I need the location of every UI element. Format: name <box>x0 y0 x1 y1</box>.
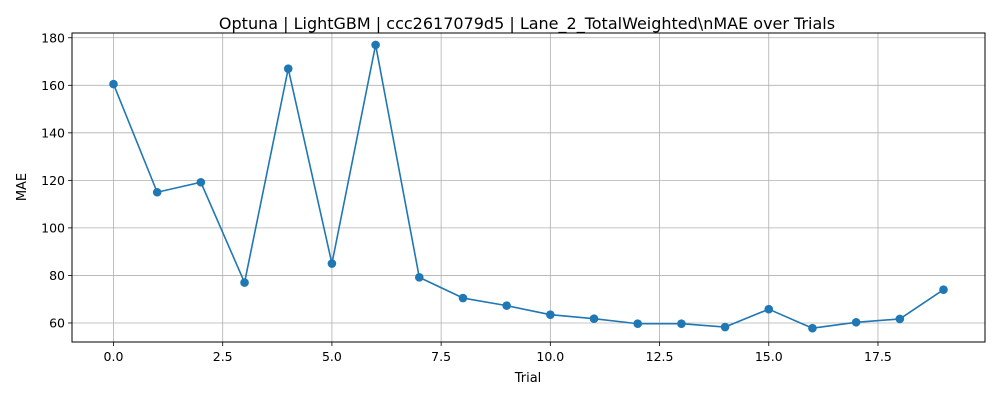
data-point <box>764 304 774 314</box>
data-point <box>939 285 948 295</box>
x-axis-ticks: 0.0 2.5 5.0 7.5 10.0 12.5 15.0 17.5 <box>104 342 892 364</box>
x-tick-label: 7.5 <box>431 349 451 364</box>
data-point <box>283 64 293 73</box>
x-tick-label: 5.0 <box>322 349 342 364</box>
grid-lines <box>72 33 985 342</box>
y-tick-label: 160 <box>41 78 65 93</box>
data-point <box>677 319 686 328</box>
data-point <box>851 317 861 327</box>
data-point <box>895 314 905 324</box>
data-point <box>808 323 817 333</box>
x-tick-label: 15.0 <box>755 349 783 364</box>
data-point <box>546 310 555 319</box>
x-tick-label: 0.0 <box>104 349 124 364</box>
y-tick-label: 80 <box>49 268 65 283</box>
y-axis-ticks: 60 80 100 120 140 160 180 <box>41 30 72 330</box>
x-tick-label: 10.0 <box>536 349 564 364</box>
plot-frame <box>71 32 986 343</box>
y-axis-label: MAE <box>15 173 30 201</box>
y-tick-label: 180 <box>41 30 65 45</box>
data-point <box>589 314 599 324</box>
chart-title: Optuna | LightGBM | ccc2617079d5 | Lane_… <box>219 14 835 34</box>
data-point <box>240 278 249 287</box>
data-point <box>720 322 730 332</box>
data-point <box>371 40 380 50</box>
data-point <box>327 259 337 268</box>
series-layer <box>109 40 948 333</box>
data-point <box>633 319 643 328</box>
data-point <box>109 79 118 89</box>
x-tick-label: 12.5 <box>646 349 674 364</box>
y-tick-label: 100 <box>41 220 65 235</box>
x-tick-label: 17.5 <box>864 349 892 364</box>
x-axis-label: Trial <box>514 371 542 386</box>
data-point <box>152 187 162 197</box>
data-point <box>196 177 206 187</box>
x-tick-label: 2.5 <box>213 349 233 364</box>
y-tick-label: 60 <box>49 315 65 330</box>
data-point <box>414 273 424 282</box>
y-tick-label: 120 <box>41 173 65 188</box>
series-line <box>112 44 944 330</box>
data-point <box>458 293 468 303</box>
data-point <box>502 301 511 310</box>
y-tick-label: 140 <box>41 125 65 140</box>
